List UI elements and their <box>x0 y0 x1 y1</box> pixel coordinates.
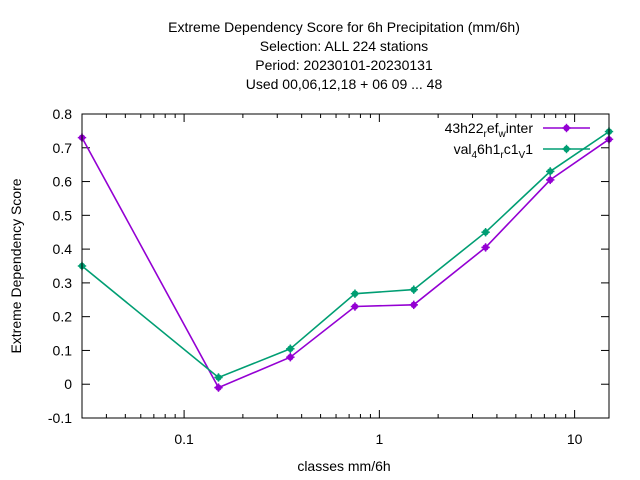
legend-marker-2 <box>562 144 571 154</box>
legend-part: c1 <box>504 141 519 157</box>
legend-part: 43h22 <box>445 120 484 136</box>
series-1-point <box>481 243 490 252</box>
series-2-line <box>81 130 610 379</box>
series-1-point <box>546 175 555 185</box>
series-2-point <box>481 228 490 237</box>
chart-title-line-3: Period: 20230101-20230131 <box>255 57 433 73</box>
legend-part: 6h1 <box>477 141 501 157</box>
legend-part: ef <box>487 120 499 136</box>
series-1-point <box>214 383 223 392</box>
series-2-point <box>286 344 295 353</box>
legend-part: inter <box>506 120 534 136</box>
series-layer <box>77 127 614 392</box>
y-tick-label: 0.5 <box>53 207 73 223</box>
y-tick-label: 0.7 <box>53 140 73 156</box>
series-2-point <box>546 167 555 176</box>
series-1-point <box>286 353 295 362</box>
y-tick-label: 0.4 <box>53 241 73 257</box>
y-tick-label: 0.1 <box>53 342 73 358</box>
y-axis-title: Extreme Dependency Score <box>8 178 24 353</box>
series-1-point <box>409 300 418 310</box>
x-tick-label: 10 <box>567 431 583 447</box>
x-axis-title: classes mm/6h <box>297 458 390 474</box>
chart-title-line-4: Used 00,06,12,18 + 06 09 ... 48 <box>246 76 443 92</box>
chart-title: Extreme Dependency Score for 6h Precipit… <box>168 19 520 92</box>
chart-title-line-1: Extreme Dependency Score for 6h Precipit… <box>168 19 520 35</box>
chart-title-line-2: Selection: ALL 224 stations <box>260 38 428 54</box>
y-tick-label: 0.8 <box>53 106 73 122</box>
series-2-point <box>350 289 360 298</box>
series-2-point <box>409 285 418 294</box>
axis-ticks: -0.1 0 0.1 0.2 0.3 0.4 0.5 0.6 0.7 0.8 0.1 1 10 <box>48 106 609 447</box>
series-1-point <box>350 302 360 311</box>
y-tick-label: 0.6 <box>53 174 73 190</box>
legend-part: w <box>498 129 507 140</box>
legend-part: 1 <box>525 141 533 157</box>
y-tick-label: 0.3 <box>53 275 73 291</box>
y-tick-label: 0 <box>64 376 72 392</box>
legend-part: r <box>500 150 504 161</box>
legend-label-2: val46h1rc1V1 <box>454 141 534 161</box>
y-tick-label: -0.1 <box>48 410 72 426</box>
legend-label-1: 43h22refwinter <box>445 120 534 140</box>
series-1-line <box>81 137 610 389</box>
legend-part: 4 <box>471 150 477 161</box>
plot-frame <box>81 113 610 419</box>
legend-part: r <box>484 129 488 140</box>
legend-part: V <box>519 150 526 161</box>
legend-marker-1 <box>562 123 571 133</box>
series-2-point <box>214 373 223 382</box>
x-tick-label: 1 <box>375 431 383 447</box>
y-tick-label: 0.2 <box>53 309 73 325</box>
legend-part: val <box>454 141 472 157</box>
x-tick-label: 0.1 <box>174 431 194 447</box>
